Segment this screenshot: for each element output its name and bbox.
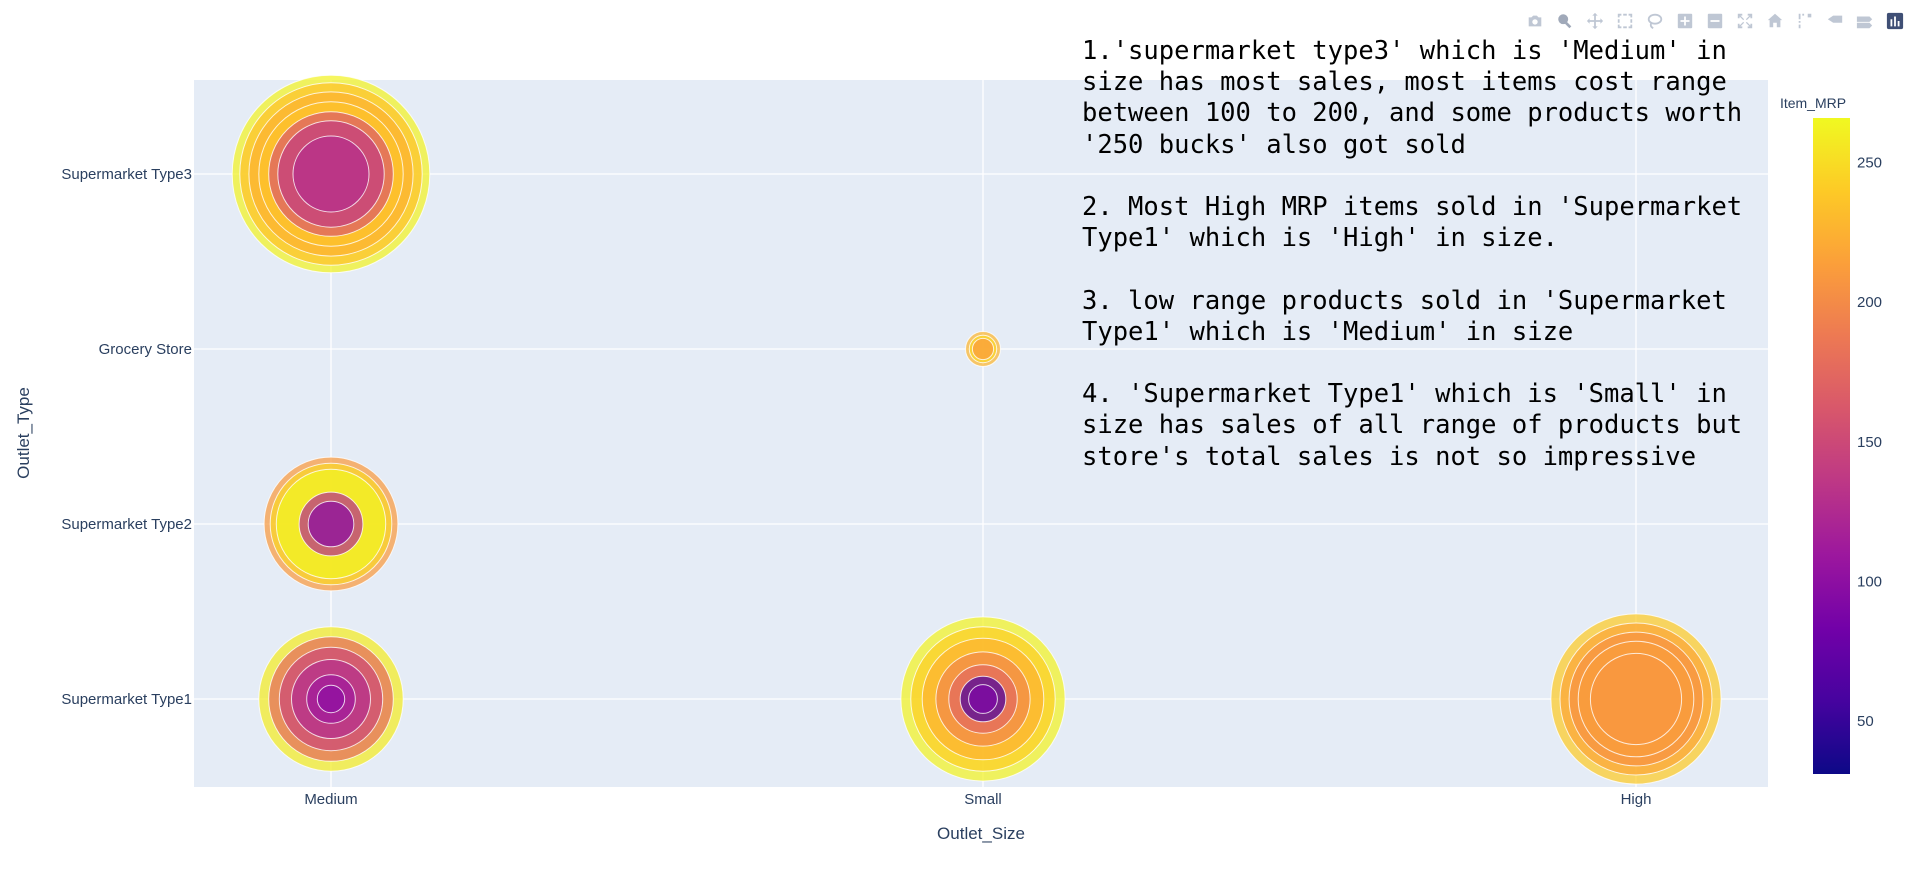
hover-compare-icon[interactable] bbox=[1854, 10, 1876, 32]
zoom-icon-glyph bbox=[1558, 14, 1572, 29]
spike-lines-icon-glyph bbox=[1798, 13, 1812, 29]
autoscale-icon[interactable] bbox=[1734, 10, 1756, 32]
lasso-select-icon[interactable] bbox=[1644, 10, 1666, 32]
colorbar-tick-label: 150 bbox=[1857, 434, 1882, 451]
x-tick-labels: Medium Small High bbox=[304, 791, 1651, 808]
y-tick-label: Supermarket Type3 bbox=[61, 166, 192, 183]
colorbar-tick-label: 50 bbox=[1857, 713, 1874, 730]
pan-icon[interactable] bbox=[1584, 10, 1606, 32]
colorbar-tick-label: 200 bbox=[1857, 294, 1882, 311]
colorbar-gradient[interactable] bbox=[1813, 118, 1850, 774]
x-tick-label: Medium bbox=[304, 791, 357, 808]
y-tick-label: Grocery Store bbox=[99, 341, 192, 358]
colorbar-title: Item_MRP bbox=[1780, 95, 1846, 111]
zoom-icon[interactable] bbox=[1554, 10, 1576, 32]
autoscale-icon-glyph bbox=[1737, 13, 1753, 29]
x-tick-label: High bbox=[1621, 791, 1652, 808]
box-select-icon[interactable] bbox=[1614, 10, 1636, 32]
bubble-point[interactable] bbox=[307, 500, 355, 548]
x-axis-title: Outlet_Size bbox=[937, 824, 1025, 843]
zoom-out-icon[interactable] bbox=[1704, 10, 1726, 32]
y-tick-label: Supermarket Type2 bbox=[61, 516, 192, 533]
chart-modebar bbox=[1524, 10, 1906, 32]
y-tick-label: Supermarket Type1 bbox=[61, 691, 192, 708]
hover-closest-icon[interactable] bbox=[1824, 10, 1846, 32]
lasso-select-icon-glyph bbox=[1647, 13, 1663, 30]
bubble-point[interactable] bbox=[971, 337, 995, 361]
colorbar: Item_MRP 50 100 150 200 250 bbox=[1780, 95, 1882, 774]
y-tick-labels: Supermarket Type1 Supermarket Type2 Grocer… bbox=[61, 166, 192, 708]
camera-icon-glyph bbox=[1528, 15, 1542, 27]
bubble-point[interactable] bbox=[968, 684, 998, 714]
zoom-in-icon-glyph bbox=[1677, 13, 1693, 29]
bubble-point[interactable] bbox=[292, 135, 370, 213]
box-select-icon-glyph bbox=[1617, 13, 1633, 29]
x-tick-label: Small bbox=[964, 791, 1002, 808]
bubble-point[interactable] bbox=[316, 684, 346, 714]
zoom-in-icon[interactable] bbox=[1674, 10, 1696, 32]
bubble-point[interactable] bbox=[1589, 652, 1683, 746]
colorbar-ticks: 50 100 150 200 250 bbox=[1857, 155, 1882, 730]
data-points bbox=[231, 74, 1722, 785]
y-axis-title: Outlet_Type bbox=[14, 387, 33, 479]
zoom-out-icon-glyph bbox=[1707, 13, 1723, 29]
hover-closest-icon-glyph bbox=[1827, 15, 1843, 23]
plotly-logo-icon-glyph bbox=[1886, 12, 1904, 30]
pan-icon-glyph bbox=[1586, 12, 1604, 30]
camera-icon[interactable] bbox=[1524, 10, 1546, 32]
home-icon[interactable] bbox=[1764, 10, 1786, 32]
plotly-logo-icon[interactable] bbox=[1884, 10, 1906, 32]
insights-annotation: 1.'supermarket type3' which is 'Medium' … bbox=[1082, 36, 1743, 472]
home-icon-glyph bbox=[1767, 13, 1783, 28]
colorbar-tick-label: 250 bbox=[1857, 155, 1882, 172]
colorbar-tick-label: 100 bbox=[1857, 573, 1882, 590]
spike-lines-icon[interactable] bbox=[1794, 10, 1816, 32]
hover-compare-icon-glyph bbox=[1856, 16, 1873, 29]
